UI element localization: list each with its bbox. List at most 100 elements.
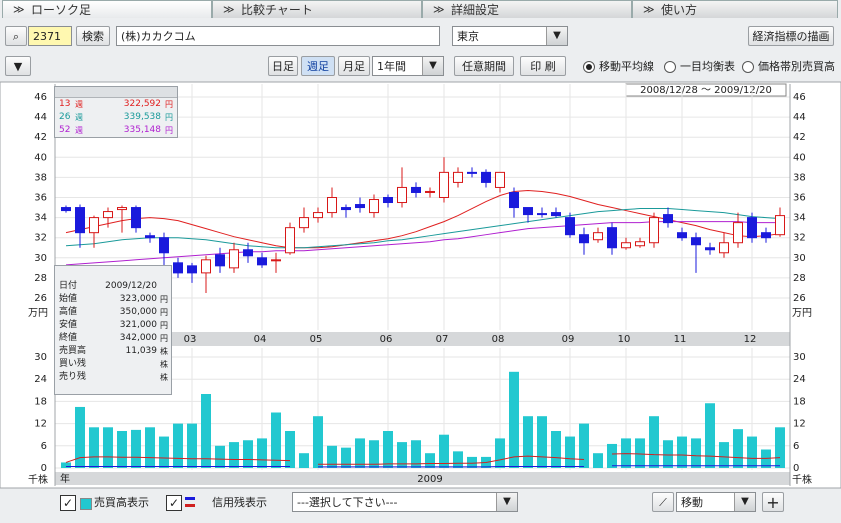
tab[interactable]: ローソク足 xyxy=(2,0,212,19)
volume-bar xyxy=(145,427,155,468)
y-tick-label: 32 xyxy=(793,233,806,244)
legend-period: 26 xyxy=(59,112,71,122)
candle-body xyxy=(145,235,155,239)
y-tick-label: 24 xyxy=(793,374,806,385)
volume-bar xyxy=(173,423,183,468)
search-icon[interactable]: ⌕ xyxy=(5,26,27,46)
volume-bar xyxy=(523,416,533,468)
indicator-radio[interactable]: 一目均衡表 xyxy=(664,59,735,75)
econ-button[interactable]: 経済指標の描画 xyxy=(748,26,834,46)
legend-unit: 円 xyxy=(165,100,173,109)
draw-tool[interactable]: ⟋ xyxy=(652,492,674,512)
x-tick-label: 05 xyxy=(310,334,323,345)
legend-value: 335,148 xyxy=(123,125,161,135)
info-row: 売買高 11,039 株 xyxy=(55,345,171,358)
volume-toggle-label: 売買高表示 xyxy=(94,496,149,509)
volume-bar xyxy=(565,436,575,468)
range-select[interactable]: 1年間 ▼ xyxy=(372,56,444,76)
indicator-select[interactable]: ---選択して下さい--- ▼ xyxy=(292,492,518,512)
legend-unit: 週 xyxy=(75,113,83,122)
date-range: 2008/12/28 ～ 2009/12/20 xyxy=(640,85,772,96)
volume-unit: 千株 xyxy=(28,473,48,486)
legend-value: 339,538 xyxy=(123,112,161,122)
checkbox[interactable]: ✓ xyxy=(60,495,76,511)
indicator-radio[interactable]: 価格帯別売買高 xyxy=(742,59,835,75)
y-tick-label: 34 xyxy=(793,213,806,224)
y-tick-label: 38 xyxy=(793,172,806,183)
info-unit: 株 xyxy=(160,360,168,369)
candle-body xyxy=(397,186,407,204)
dropdown-arrow[interactable]: ▼ xyxy=(734,493,755,511)
search-button[interactable]: 検索 xyxy=(76,26,110,46)
print-button[interactable]: 印 刷 xyxy=(520,56,566,76)
volume-bar xyxy=(299,453,309,468)
y-tick-label: 36 xyxy=(34,193,47,204)
tab[interactable]: 使い方 xyxy=(632,0,838,19)
dropdown-arrow[interactable]: ▼ xyxy=(546,27,567,45)
dropdown-arrow[interactable]: ▼ xyxy=(422,57,443,75)
info-row: 日付 2009/12/20 xyxy=(55,280,171,293)
y-tick-label: 32 xyxy=(34,233,47,244)
volume-bar xyxy=(747,436,757,468)
volume-swatch xyxy=(80,498,92,510)
x-tick-label: 07 xyxy=(436,334,449,345)
volume-bar xyxy=(411,440,421,468)
legend-period: 52 xyxy=(59,125,71,135)
info-value: 2009/12/20 xyxy=(105,281,157,291)
tool-text: 移動 xyxy=(681,496,703,509)
legend-row: 13 週 322,592 円 xyxy=(55,98,177,111)
volume-bar xyxy=(439,434,449,468)
tool-select[interactable]: 移動 ▼ xyxy=(676,492,756,512)
code-input[interactable]: 2371 xyxy=(28,26,72,46)
indicator-radio[interactable]: 移動平均線 xyxy=(583,59,654,75)
tab[interactable]: 詳細設定 xyxy=(422,0,632,19)
volume-bar xyxy=(397,442,407,468)
x-tick-label: 11 xyxy=(674,334,687,345)
volume-bar xyxy=(579,423,589,468)
info-value: 323,000 xyxy=(119,294,157,304)
legend-unit: 週 xyxy=(75,126,83,135)
info-row: 安値 321,000 円 xyxy=(55,319,171,332)
info-value: 11,039 xyxy=(125,346,158,356)
period-button[interactable]: 日足 xyxy=(268,56,298,76)
candle-body xyxy=(243,249,253,257)
info-label: 始値 xyxy=(59,294,78,304)
volume-bar xyxy=(229,442,239,468)
y-tick-label: 28 xyxy=(793,273,806,284)
y-tick-label: 46 xyxy=(34,92,47,103)
candle-body xyxy=(313,212,323,219)
checkbox[interactable]: ✓ xyxy=(166,495,182,511)
period-button[interactable]: 月足 xyxy=(338,56,370,76)
dropdown-arrow[interactable]: ▼ xyxy=(496,493,517,511)
volume-bar xyxy=(509,371,519,468)
volume-bar xyxy=(131,429,141,468)
candle-body xyxy=(607,227,617,249)
y-tick-label: 44 xyxy=(34,112,47,123)
add-button[interactable]: + xyxy=(762,492,784,512)
y-tick-label: 30 xyxy=(34,253,47,264)
candle-body xyxy=(369,199,379,214)
candle-body xyxy=(355,204,365,209)
candle-body xyxy=(257,257,267,266)
custom-period-button[interactable]: 任意期間 xyxy=(454,56,514,76)
ma-line xyxy=(65,208,781,249)
volume-bar xyxy=(159,436,169,468)
period-button[interactable]: 週足 xyxy=(301,56,335,76)
volume-bar xyxy=(313,416,323,468)
volume-bar xyxy=(649,416,659,468)
volume-bar xyxy=(201,394,211,468)
market-select[interactable]: 東京 ▼ xyxy=(452,26,568,46)
info-row: 売り残 株 xyxy=(55,371,171,384)
y-tick-label: 36 xyxy=(793,193,806,204)
price-unit: 万円 xyxy=(28,308,48,319)
volume-bar xyxy=(117,431,127,468)
volume-bar xyxy=(285,431,295,468)
credit-swatch xyxy=(185,497,195,500)
tab[interactable]: 比較チャート xyxy=(212,0,422,19)
candle-body xyxy=(593,232,603,241)
volume-bar xyxy=(271,412,281,468)
volume-bar xyxy=(103,427,113,468)
y-tick-label: 40 xyxy=(793,152,806,163)
menu-button[interactable]: ▼ xyxy=(5,56,31,76)
